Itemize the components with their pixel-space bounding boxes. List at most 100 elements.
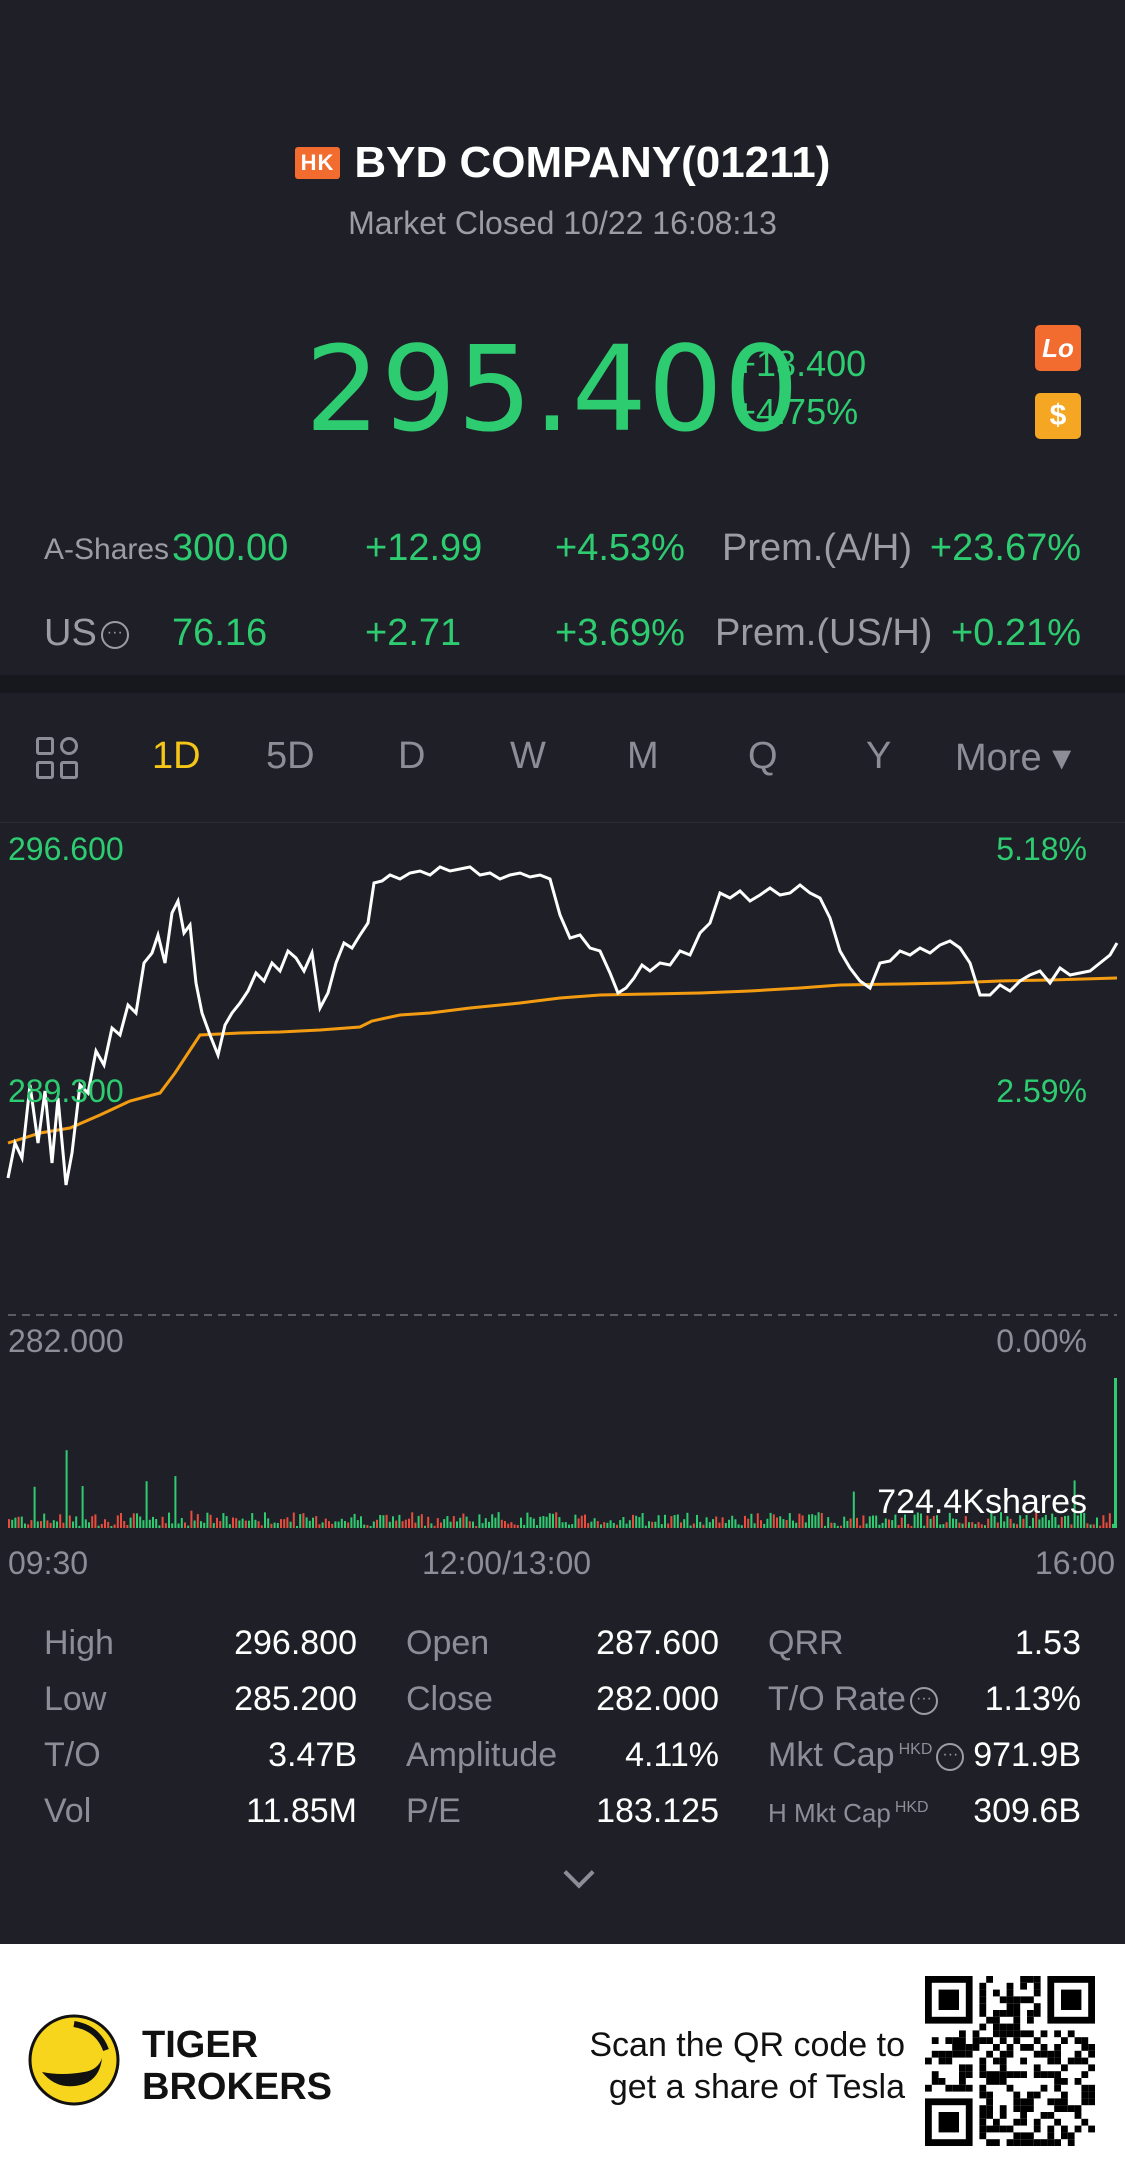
volume-bar bbox=[660, 1524, 663, 1528]
volume-bar bbox=[859, 1525, 862, 1528]
stock-title[interactable]: BYD COMPANY(01211) bbox=[354, 138, 831, 187]
volume-bar bbox=[641, 1513, 644, 1528]
volume-bar bbox=[865, 1523, 868, 1528]
volume-bar bbox=[340, 1518, 343, 1528]
volume-bar bbox=[1083, 1512, 1086, 1528]
volume-bar bbox=[596, 1521, 599, 1528]
volume-bar bbox=[456, 1521, 458, 1528]
volume-bar bbox=[462, 1513, 465, 1528]
stat-value: 183.125 bbox=[596, 1792, 719, 1830]
market-status: Market Closed 10/22 16:08:13 bbox=[348, 205, 777, 241]
volume-bar bbox=[264, 1512, 266, 1528]
volume-bar bbox=[440, 1522, 442, 1528]
intraday-chart[interactable]: 296.600 289.300 282.000 5.18% 2.59% 0.00… bbox=[0, 823, 1125, 1543]
us-row[interactable]: US ··· 76.16 +2.71 +3.69% Prem.(US/H) +0.… bbox=[0, 612, 1125, 672]
us-pct: +3.69% bbox=[555, 612, 685, 654]
volume-bar bbox=[248, 1520, 250, 1528]
volume-bar bbox=[206, 1512, 209, 1528]
volume-bar bbox=[24, 1523, 26, 1528]
volume-bar bbox=[356, 1520, 359, 1528]
volume-bar bbox=[904, 1514, 906, 1528]
volume-bar bbox=[1086, 1523, 1089, 1528]
volume-bar bbox=[392, 1516, 394, 1528]
volume-bar bbox=[491, 1514, 494, 1528]
volume-bar bbox=[388, 1521, 391, 1528]
currency-tag: HKD bbox=[898, 1740, 933, 1758]
volume-bar bbox=[833, 1522, 836, 1528]
volume-bar bbox=[763, 1523, 766, 1528]
info-icon[interactable]: ··· bbox=[909, 1687, 938, 1716]
chart-layout-icon[interactable] bbox=[36, 737, 80, 781]
a-shares-pct: +4.53% bbox=[555, 527, 685, 569]
volume-bar bbox=[1051, 1513, 1054, 1528]
volume-bar bbox=[760, 1520, 762, 1528]
volume-bar bbox=[104, 1519, 106, 1528]
volume-bar bbox=[916, 1512, 919, 1528]
volume-bar bbox=[228, 1524, 231, 1528]
tab-5d[interactable]: 5D bbox=[266, 735, 315, 777]
volume-bar bbox=[331, 1523, 334, 1528]
tab-w[interactable]: W bbox=[510, 735, 546, 777]
volume-bar bbox=[430, 1523, 433, 1528]
volume-bar bbox=[766, 1518, 769, 1528]
stat-label: H Mkt Cap HKD bbox=[768, 1798, 929, 1828]
volume-bar bbox=[955, 1519, 958, 1528]
volume-bar bbox=[795, 1522, 798, 1528]
volume-bar bbox=[737, 1524, 740, 1528]
tab-more[interactable]: More ▾ bbox=[955, 737, 1072, 779]
volume-bar bbox=[628, 1520, 631, 1528]
stat-value: 296.800 bbox=[234, 1624, 357, 1662]
volume-bar bbox=[692, 1523, 695, 1528]
volume-bar bbox=[715, 1516, 718, 1528]
volume-bar bbox=[158, 1525, 161, 1528]
volume-bar bbox=[174, 1476, 177, 1528]
scan-prompt: Scan the QR code to get a share of Tesla bbox=[589, 2024, 905, 2108]
volume-bar bbox=[548, 1513, 551, 1528]
volume-bar bbox=[587, 1523, 590, 1528]
quote-stats: High 296.800 Open 287.600 QRR 1.53 Low 2… bbox=[0, 1620, 1125, 1920]
qr-code[interactable] bbox=[925, 1976, 1095, 2146]
volume-bar bbox=[910, 1525, 913, 1528]
volume-bar bbox=[769, 1512, 772, 1528]
stat-value: 282.000 bbox=[596, 1680, 719, 1718]
tab-d[interactable]: D bbox=[398, 735, 426, 777]
market-badge: HK bbox=[294, 147, 341, 179]
stat-label: QRR bbox=[768, 1624, 844, 1662]
volume-bar bbox=[1070, 1524, 1073, 1528]
a-shares-label: A-Shares bbox=[44, 533, 170, 566]
volume-bar bbox=[968, 1522, 970, 1528]
volume-bar bbox=[513, 1524, 516, 1528]
stat-value: 285.200 bbox=[234, 1680, 357, 1718]
tab-1d[interactable]: 1D bbox=[152, 735, 201, 777]
stat-value: 1.13% bbox=[984, 1680, 1081, 1718]
brand-line-2: BROKERS bbox=[142, 2066, 333, 2108]
scan-line-1: Scan the QR code to bbox=[589, 2026, 905, 2064]
volume-bar bbox=[564, 1522, 567, 1528]
volume-bar bbox=[1009, 1518, 1012, 1528]
volume-bar bbox=[536, 1525, 538, 1528]
level-one-badge[interactable]: Lo bbox=[1035, 325, 1081, 371]
volume-bar bbox=[1035, 1513, 1038, 1528]
volume-bar bbox=[507, 1523, 510, 1528]
volume-bar bbox=[276, 1523, 279, 1528]
a-shares-row[interactable]: A-Shares 300.00 +12.99 +4.53% Prem.(A/H)… bbox=[0, 527, 1125, 587]
price-line bbox=[6, 865, 1119, 1186]
volume-bar bbox=[209, 1514, 212, 1528]
info-icon[interactable]: ··· bbox=[936, 1743, 965, 1772]
volume-bar bbox=[840, 1525, 842, 1528]
volume-bar bbox=[324, 1518, 327, 1528]
volume-bar bbox=[686, 1512, 689, 1528]
volume-bar bbox=[801, 1515, 804, 1528]
a-shares-change: +12.99 bbox=[365, 527, 483, 569]
tab-q[interactable]: Q bbox=[748, 735, 778, 777]
average-price-line bbox=[7, 976, 1118, 1145]
dollar-icon[interactable]: $ bbox=[1035, 393, 1081, 439]
volume-bar bbox=[107, 1521, 110, 1528]
volume-bar bbox=[750, 1513, 753, 1528]
tab-y[interactable]: Y bbox=[866, 735, 892, 777]
info-icon[interactable]: ··· bbox=[100, 620, 129, 649]
volume-bar bbox=[78, 1525, 81, 1528]
volume-bar bbox=[539, 1516, 542, 1528]
volume-bar bbox=[350, 1517, 353, 1528]
tab-m[interactable]: M bbox=[627, 735, 659, 777]
